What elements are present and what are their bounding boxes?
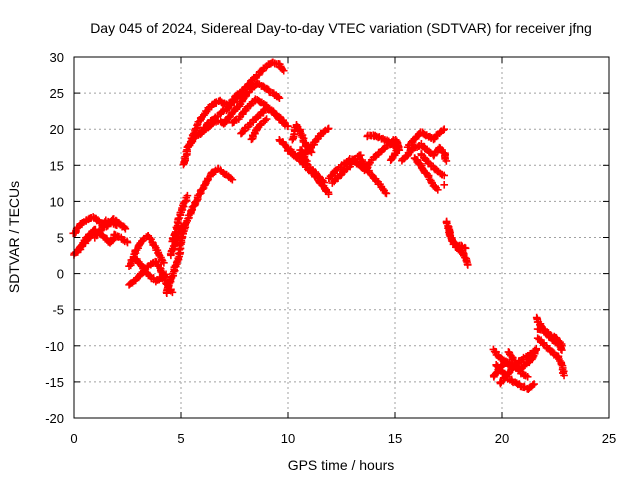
data-point — [434, 186, 442, 194]
y-tick-labels: 30 25 20 15 10 5 0 -5 -10 -15 -20 — [45, 50, 64, 426]
plot-frame — [73, 56, 610, 419]
y-tick-label: 20 — [50, 122, 64, 137]
data-point — [275, 94, 284, 102]
y-tick-label: 5 — [57, 231, 64, 246]
data-point — [279, 66, 288, 75]
data-point — [324, 124, 333, 133]
data-point — [461, 244, 470, 253]
y-axis-label: SDTVAR / TECUs — [6, 181, 22, 293]
data-point — [395, 146, 404, 154]
y-tick-label: 0 — [57, 267, 64, 282]
data-point — [324, 190, 333, 198]
data-point — [558, 342, 566, 350]
data-point — [284, 122, 292, 131]
data-point — [160, 258, 168, 267]
data-point — [320, 178, 329, 187]
y-tick-label: 15 — [50, 158, 64, 173]
y-tick-label: -5 — [52, 303, 64, 318]
x-tick-label: 5 — [177, 431, 184, 446]
y-tick-label: -15 — [45, 375, 64, 390]
data-point — [307, 148, 316, 157]
y-tick-label: -10 — [45, 339, 64, 354]
y-tick-label: 10 — [50, 194, 64, 209]
x-tick-label: 10 — [281, 431, 295, 446]
data-point — [560, 371, 568, 380]
data-point — [508, 377, 516, 386]
chart-title: Day 045 of 2024, Sidereal Day-to-day VTE… — [90, 20, 592, 36]
x-axis-label: GPS time / hours — [288, 457, 395, 473]
data-point — [382, 189, 391, 198]
data-point — [262, 115, 271, 123]
data-point — [121, 225, 130, 233]
y-tick-label: 30 — [50, 50, 64, 65]
x-tick-labels: 0 5 10 15 20 25 — [70, 431, 616, 446]
data-point — [440, 180, 449, 189]
y-tick-label: 25 — [50, 86, 64, 101]
data-point — [440, 125, 449, 133]
data-point — [195, 190, 204, 198]
data-point — [440, 171, 449, 180]
data-point — [168, 288, 177, 297]
data-point — [113, 221, 121, 230]
data-point — [463, 261, 472, 269]
x-tick-label: 25 — [602, 431, 616, 446]
data-point — [279, 118, 288, 126]
data-point — [532, 344, 541, 353]
data-point — [181, 220, 190, 229]
data-point — [183, 191, 192, 200]
x-tick-label: 0 — [70, 431, 77, 446]
x-tick-label: 20 — [495, 431, 509, 446]
x-tick-label: 15 — [388, 431, 402, 446]
grid-lines — [74, 57, 609, 418]
data-point — [228, 175, 237, 184]
data-point — [162, 270, 170, 279]
data-point — [530, 380, 538, 388]
y-tick-label: -20 — [45, 411, 64, 426]
data-point — [523, 373, 532, 381]
data-point — [442, 157, 451, 165]
data-point — [386, 156, 395, 165]
data-points — [69, 58, 568, 393]
data-point — [123, 238, 132, 247]
